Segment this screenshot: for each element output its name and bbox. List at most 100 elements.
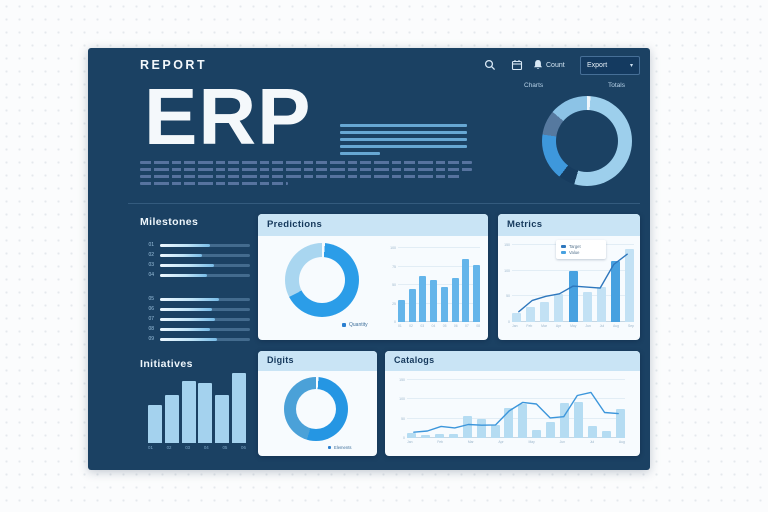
catalogs-combo-chart: 0 50 100 150 Jan Feb Mar Apr May Jun Jul Aug — [399, 378, 625, 444]
milestone-progress-fill — [160, 327, 210, 331]
legend-row: Target — [561, 244, 601, 249]
milestone-progress-track — [160, 253, 250, 257]
legend-row: Value — [561, 250, 601, 255]
bar — [419, 276, 427, 322]
bar — [625, 248, 634, 322]
hero-title: ERP — [144, 72, 312, 161]
milestone-label: 01 — [148, 242, 154, 248]
gridline — [398, 247, 480, 248]
calendar-icon[interactable] — [511, 59, 523, 71]
milestone-label: 08 — [148, 326, 154, 332]
milestone-row: 05 — [140, 294, 250, 304]
milestone-label: 05 — [148, 296, 154, 302]
bar — [596, 287, 606, 322]
trend-line — [413, 391, 619, 433]
bar — [568, 270, 578, 322]
bar — [181, 381, 196, 443]
milestone-progress-track — [160, 307, 250, 311]
milestone-label: 02 — [148, 252, 154, 258]
overview-label-charts: Charts — [524, 82, 544, 89]
y-axis-tick-label: 0 — [508, 320, 510, 324]
decorative-line — [340, 131, 467, 134]
search-icon[interactable] — [484, 59, 496, 71]
decorative-line — [340, 138, 467, 141]
bar — [215, 395, 230, 443]
initiatives-bar-chart: 01 02 03 04 05 06 — [148, 373, 246, 450]
milestone-row: 03 — [140, 260, 250, 270]
x-axis-tick-label: 03 — [185, 445, 191, 450]
y-axis-tick-label: 100 — [399, 397, 405, 402]
bar — [554, 293, 564, 322]
milestone-progress-track — [160, 297, 250, 301]
x-axis-tick-label: Apr — [498, 440, 504, 444]
x-axis-tick-label: Jan — [512, 324, 518, 328]
milestone-progress-fill — [160, 253, 203, 257]
milestone-group: 05 06 07 08 09 — [140, 294, 250, 344]
metrics-card: Metrics Target Value 0 50 100 150 Jan Feb Mar A… — [498, 214, 640, 340]
x-axis-tick-label: Mar — [541, 324, 547, 328]
milestone-progress-track — [160, 273, 250, 277]
x-axis-tick-label: 04 — [203, 445, 209, 450]
report-brand: REPORT — [140, 58, 208, 72]
x-axis-tick-label: 02 — [166, 445, 172, 450]
milestone-row: 02 — [140, 250, 250, 260]
x-axis-tick-label: Feb — [437, 440, 444, 444]
bar — [148, 404, 162, 443]
report-dashboard-panel: REPORT Count Export ▾ ERP Charts Totals … — [88, 48, 650, 470]
x-axis-tick-label: Jul — [599, 324, 605, 328]
x-axis-tick-label: 05 — [222, 445, 228, 450]
milestone-progress-track — [160, 337, 250, 341]
trend-line — [518, 253, 628, 313]
bell-icon[interactable] — [532, 59, 544, 71]
gridline — [398, 321, 480, 322]
metrics-legend-target: Target — [569, 244, 581, 249]
summary-text-line — [140, 161, 472, 164]
bar — [601, 431, 611, 438]
bar — [448, 434, 458, 438]
x-axis-tick-label: May — [528, 440, 535, 444]
bar — [164, 394, 179, 443]
export-dropdown[interactable]: Export ▾ — [580, 56, 640, 75]
metrics-card-header: Metrics — [498, 214, 640, 236]
x-axis-tick-label: May — [570, 324, 577, 328]
bar — [451, 277, 459, 322]
bar — [587, 426, 597, 438]
catalogs-card-title: Catalogs — [394, 355, 435, 365]
milestone-row: 09 — [140, 334, 250, 344]
gridline — [407, 379, 625, 380]
gridline — [407, 417, 625, 419]
x-axis-tick-label: 05 — [442, 324, 447, 328]
bar-swatch-icon — [561, 251, 566, 254]
catalogs-card: Catalogs 0 50 100 150 Jan Feb Mar Apr May Jun Jul A… — [385, 351, 640, 456]
digits-donut-chart — [284, 377, 348, 441]
y-axis-tick-label: 0 — [403, 436, 405, 440]
bar — [546, 421, 556, 438]
x-axis-tick-label: Jan — [407, 440, 413, 444]
y-axis-tick-label: 100 — [390, 246, 396, 250]
x-axis-tick-label: Feb — [526, 324, 533, 328]
x-axis-tick-label: Aug — [618, 440, 625, 444]
predictions-card: Predictions Quantity 0 25 50 75 100 01 02 03 04 0… — [258, 214, 488, 340]
predictions-card-header: Predictions — [258, 214, 488, 236]
x-axis-tick-label: Aug — [613, 324, 620, 328]
x-axis-tick-label: 06 — [453, 324, 458, 328]
milestone-label: 07 — [148, 316, 154, 322]
milestone-row: 01 — [140, 240, 250, 250]
x-axis-tick-label: 04 — [431, 324, 436, 328]
bar — [615, 409, 625, 438]
bar — [518, 404, 528, 438]
milestone-progress-fill — [160, 307, 213, 311]
milestone-row: 04 — [140, 270, 250, 280]
y-axis-tick-label: 50 — [392, 283, 396, 287]
bar — [430, 279, 438, 322]
milestone-progress-track — [160, 327, 250, 331]
milestone-progress-fill — [160, 317, 215, 321]
bar — [512, 312, 521, 322]
bar — [574, 402, 584, 438]
gridline — [398, 302, 480, 304]
decorative-line — [340, 152, 380, 155]
milestone-progress-track — [160, 243, 250, 247]
bar — [462, 259, 470, 322]
milestone-progress-track — [160, 263, 250, 267]
x-axis-tick-label: Sep — [627, 324, 634, 328]
